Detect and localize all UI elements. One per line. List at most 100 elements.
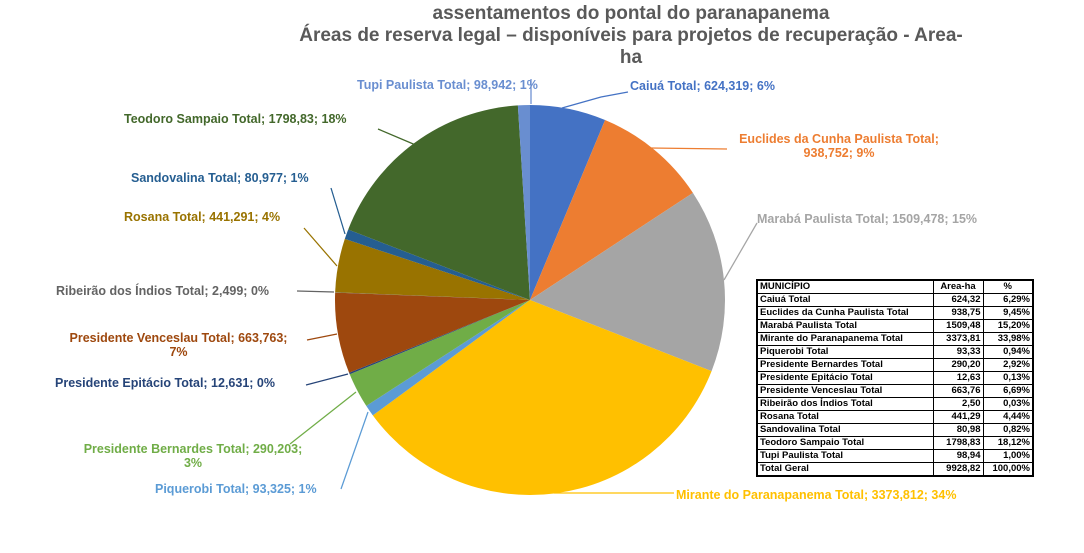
table-row: Presidente Venceslau Total 663,76 6,69% [756,384,1034,398]
table-row: Sandovalina Total 80,98 0,82% [756,423,1034,437]
pie-slice-venceslau[interactable] [335,292,530,373]
table-cell: 938,75 [932,306,984,320]
slice-label-mirante-line-1: Mirante do Paranapanema Total; 3373,812;… [676,488,957,502]
slice-label-maraba-line-1: Marabá Paulista Total; 1509,478; 15% [757,212,978,226]
table-cell: 6,69% [982,384,1034,398]
table-cell: 33,98% [982,332,1034,346]
chart-title-line-1: assentamentos do pontal do paranapanema [432,3,830,24]
slice-label-maraba: Marabá Paulista Total; 1509,478; 15% [757,212,977,226]
pie-slice-sandovalina[interactable] [344,229,530,300]
table-cell: 2,50 [932,397,984,411]
slice-label-epitacio: Presidente Epitácio Total; 12,631; 0% [55,376,275,390]
table-cell: 4,44% [982,410,1034,424]
pie-slice-caiua[interactable] [530,105,606,300]
table-cell: 0,94% [982,345,1034,359]
chart-title-line-2: Áreas de reserva legal – disponíveis par… [299,25,963,46]
table-cell: 80,98 [932,423,984,437]
table-cell: 441,29 [932,410,984,424]
table-cell: Tupi Paulista Total [756,449,934,463]
slice-label-caiua: Caiuá Total; 624,319; 6% [630,79,775,93]
table-row: Ribeirão dos Índios Total 2,50 0,03% [756,397,1034,411]
table-cell: 663,76 [932,384,984,398]
table-row: Rosana Total 441,29 4,44% [756,410,1034,424]
table-cell: 1509,48 [932,319,984,333]
slice-label-piquerobi: Piquerobi Total; 93,325; 1% [155,482,317,496]
table-cell: 1,00% [982,449,1034,463]
pie-slice-maraba[interactable] [530,192,726,372]
table-cell: 15,20% [982,319,1034,333]
leader-line-sandovalina [330,187,346,235]
leader-line-bernardes [289,391,357,445]
slice-label-venceslau: Presidente Venceslau Total; 663,763; 7% [52,331,305,359]
table-header-municipio: MUNICÍPIO [756,279,934,294]
table-row: Teodoro Sampaio Total 1798,83 18,12% [756,436,1034,450]
table-cell: Sandovalina Total [756,423,934,437]
municipality-table: MUNICÍPIO Area-ha% Caiuá Total 624,32 6,29%… [756,279,1034,477]
leader-line-ribeirao [296,290,335,293]
table-row: Mirante do Paranapanema Total 3373,81 33,9… [756,332,1034,346]
table-cell: 1798,83 [932,436,984,450]
slice-label-tupi: Tupi Paulista Total; 98,942; 1% [357,78,538,92]
table-cell: Ribeirão dos Índios Total [756,397,934,411]
pie-slice-mirante[interactable] [372,300,712,496]
slice-label-ribeirao-line-1: Ribeirão dos Índios Total; 2,499; 0% [56,284,270,298]
table-cell: Presidente Venceslau Total [756,384,934,398]
pie-slice-epitacio[interactable] [349,300,530,375]
leader-line-epitacio [305,373,349,386]
pie-slice-teodoro[interactable] [348,105,530,300]
table-row: Presidente Epitácio Total 12,63 0,13% [756,371,1034,385]
table-row: Euclides da Cunha Paulista Total 938,75 9,… [756,306,1034,320]
leader-line-piquerobi [340,411,369,490]
leader-line-venceslau [306,333,338,341]
table-cell: Mirante do Paranapanema Total [756,332,934,346]
pie-slice-ribeirao[interactable] [335,292,530,300]
table-cell: 12,63 [932,371,984,385]
table-row: Total Geral 9928,82 100,00% [756,462,1034,477]
slice-label-mirante: Mirante do Paranapanema Total; 3373,812;… [676,488,956,502]
slice-label-bernardes-line-2: 3% [183,456,203,470]
table-cell: 98,94 [932,449,984,463]
table-cell: 93,33 [932,345,984,359]
table-cell: Teodoro Sampaio Total [756,436,934,450]
table-cell: 18,12% [982,436,1034,450]
slice-label-rosana: Rosana Total; 441,291; 4% [124,210,280,224]
table-cell: 290,20 [932,358,984,372]
table-cell: Rosana Total [756,410,934,424]
slice-label-bernardes-line-1: Presidente Bernardes Total; 290,203; [83,442,303,456]
table-cell: 100,00% [982,462,1034,477]
table-cell: 6,29% [982,293,1034,307]
table-cell: 0,82% [982,423,1034,437]
slice-label-tupi-line-1: Tupi Paulista Total; 98,942; 1% [357,78,538,92]
table-cell: 2,92% [982,358,1034,372]
leader-line-caiua [561,91,629,109]
pie-slice-tupi[interactable] [517,105,530,300]
slice-label-teodoro-line-1: Teodoro Sampaio Total; 1798,83; 18% [124,112,347,126]
table-cell: Piquerobi Total [756,345,934,359]
slice-label-euclides: Euclides da Cunha Paulista Total; 938,752… [725,132,953,160]
chart-title: assentamentos do pontal do paranapanema … [156,3,1084,69]
slice-label-sandovalina: Sandovalina Total; 80,977; 1% [131,171,309,185]
slice-label-euclides-line-1: Euclides da Cunha Paulista Total; [739,132,939,146]
slice-label-euclides-line-2: 938,752; 9% [803,146,875,160]
table-row: Caiuá Total 624,32 6,29% [756,293,1034,307]
slice-label-sandovalina-line-1: Sandovalina Total; 80,977; 1% [131,171,309,185]
pie-slice-euclides[interactable] [530,120,693,300]
pie-slice-piquerobi[interactable] [366,300,530,416]
slice-label-caiua-line-1: Caiuá Total; 624,319; 6% [630,79,775,93]
table-cell: Euclides da Cunha Paulista Total [756,306,934,320]
chart-title-line-3: ha [619,47,643,68]
pie-slice-bernardes[interactable] [349,300,530,406]
table-cell: Presidente Epitácio Total [756,371,934,385]
table-cell: Presidente Bernardes Total [756,358,934,372]
table-cell: 0,13% [982,371,1034,385]
table-cell: 0,03% [982,397,1034,411]
pie-slice-rosana[interactable] [335,238,530,300]
leader-line-maraba [723,222,758,281]
table-row: Piquerobi Total 93,33 0,94% [756,345,1034,359]
table-cell: 624,32 [932,293,984,307]
leader-line-teodoro [377,128,419,147]
table-row: Marabá Paulista Total 1509,48 15,20% [756,319,1034,333]
slice-label-rosana-line-1: Rosana Total; 441,291; 4% [124,210,281,224]
table-header-area-ha: Area-ha [932,279,984,294]
